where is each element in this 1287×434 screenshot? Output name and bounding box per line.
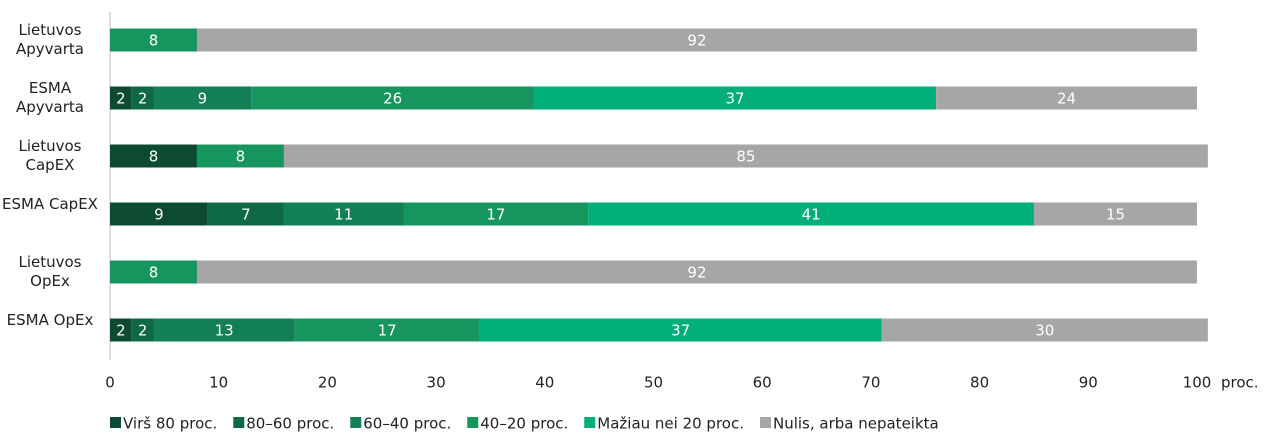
legend-swatch (233, 417, 245, 428)
legend-swatch (110, 417, 121, 428)
data-label: 37 (725, 90, 744, 108)
bar-segment (1033, 202, 1197, 226)
bar-segment (110, 144, 197, 168)
data-label: 8 (149, 32, 159, 50)
data-label: 41 (802, 206, 821, 224)
bar-segment (294, 318, 480, 342)
x-axis-label: proc. (1221, 374, 1259, 392)
data-label: 9 (154, 206, 164, 224)
x-tick-label: 50 (644, 374, 663, 392)
bar-segment (110, 202, 208, 226)
bar-segment (533, 86, 937, 110)
bar-segment (196, 260, 1197, 284)
data-label: 2 (138, 322, 148, 340)
legend-label: 40–20 proc. (480, 415, 568, 433)
data-label: 37 (671, 322, 690, 340)
bar-segment (153, 318, 295, 342)
bar-segment (131, 86, 154, 110)
bar-segment (283, 144, 1208, 168)
bar-segment (588, 202, 1034, 226)
x-tick-label: 70 (861, 374, 880, 392)
legend-label: Mažiau nei 20 proc. (597, 415, 744, 433)
x-tick-label: 100 (1183, 374, 1212, 392)
data-label: 2 (116, 90, 126, 108)
y-tick-label: ESMA Apyvarta (16, 79, 84, 116)
y-tick-label: Lietuvos Apyvarta (16, 21, 84, 58)
bar-segment (936, 86, 1197, 110)
legend-swatch (350, 417, 362, 428)
data-label: 85 (736, 148, 755, 166)
data-label: 8 (236, 148, 246, 166)
bar-segment (153, 86, 252, 110)
x-tick-label: 0 (105, 374, 115, 392)
bar-segment (403, 202, 589, 226)
data-label: 8 (149, 148, 159, 166)
legend-swatch (759, 417, 771, 428)
bar-segment (110, 28, 197, 52)
bar-segment (881, 318, 1208, 342)
bar-segment (110, 86, 132, 110)
x-tick-label: 40 (535, 374, 554, 392)
bar-segment (479, 318, 882, 342)
x-tick-label: 60 (753, 374, 772, 392)
data-label: 92 (687, 264, 706, 282)
bar-segment (131, 318, 154, 342)
x-tick-label: 10 (209, 374, 228, 392)
legend-swatch (584, 417, 596, 428)
legend-label: 60–40 proc. (363, 415, 451, 433)
data-label: 2 (116, 322, 126, 340)
data-label: 11 (334, 206, 353, 224)
y-tick-label: Lietuvos CapEX (18, 137, 82, 174)
bar-segment (110, 260, 197, 284)
legend-label: 80–60 proc. (246, 415, 334, 433)
legend-label: Virš 80 proc. (123, 415, 217, 433)
x-tick-label: 30 (427, 374, 446, 392)
data-label: 26 (383, 90, 402, 108)
x-tick-label: 90 (1079, 374, 1098, 392)
bar-segment (283, 202, 404, 226)
y-tick-label: ESMA OpEx (6, 311, 94, 329)
bar-segment (251, 86, 534, 110)
x-tick-label: 80 (970, 374, 989, 392)
data-label: 17 (378, 322, 397, 340)
data-label: 8 (149, 264, 159, 282)
bar-segment (207, 202, 284, 226)
x-tick-label: 20 (318, 374, 337, 392)
data-label: 7 (241, 206, 251, 224)
y-tick-label: ESMA CapEX (2, 195, 98, 213)
bar-segment (196, 144, 284, 168)
legend-swatch (467, 417, 479, 428)
data-label: 92 (687, 32, 706, 50)
data-label: 13 (215, 322, 234, 340)
bar-segment (110, 318, 132, 342)
data-label: 30 (1035, 322, 1054, 340)
bar-segment (196, 28, 1197, 52)
data-label: 9 (198, 90, 208, 108)
data-label: 17 (486, 206, 505, 224)
data-label: 15 (1106, 206, 1125, 224)
y-tick-label: Lietuvos OpEx (18, 253, 82, 290)
data-label: 24 (1057, 90, 1076, 108)
legend-label: Nulis, arba nepateikta (773, 415, 939, 433)
data-label: 2 (138, 90, 148, 108)
